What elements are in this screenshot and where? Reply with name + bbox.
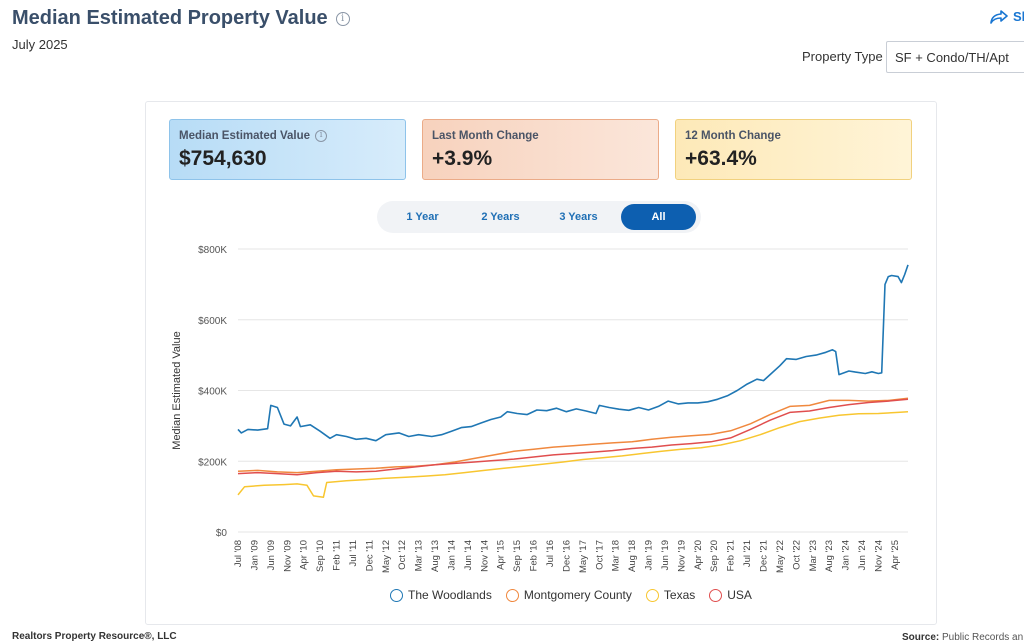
x-tick-label: Feb '21 — [726, 540, 737, 571]
series-line-montgomery-county — [237, 397, 909, 474]
kpi-label: Last Month Change — [432, 130, 539, 142]
y-tick-label: $0 — [216, 528, 228, 539]
x-tick-label: Nov '19 — [676, 540, 687, 572]
x-tick-label: May '22 — [775, 540, 786, 573]
footer-source: Source: Public Records an — [902, 632, 1023, 643]
x-tick-label: Dec '21 — [758, 540, 769, 572]
y-axis-title: Median Estimated Value — [171, 331, 183, 449]
x-tick-label: May '12 — [381, 540, 392, 573]
x-tick-label: Oct '12 — [397, 540, 408, 570]
x-tick-label: Jan '14 — [446, 540, 457, 570]
x-tick-label: Mar '23 — [808, 540, 819, 571]
page-subtitle: July 2025 — [12, 37, 68, 52]
chart-card — [145, 101, 937, 625]
kpi-value: +3.9% — [432, 147, 493, 170]
legend-label: USA — [727, 588, 752, 602]
x-tick-label: Feb '11 — [332, 540, 343, 571]
x-tick-label: Aug '18 — [627, 540, 638, 572]
legend-item-texas[interactable]: Texas — [645, 588, 696, 602]
x-tick-label: Dec '11 — [364, 540, 375, 571]
x-tick-label: Jun '14 — [463, 540, 474, 570]
tab-2-years[interactable]: 2 Years — [481, 211, 520, 223]
x-tick-label: Jul '08 — [233, 540, 244, 567]
kpi-12-month-change: 12 Month Change +63.4% — [675, 119, 912, 180]
y-tick-label: $600K — [198, 316, 227, 327]
x-tick-label: Jan '19 — [644, 540, 655, 570]
series-line-usa — [237, 398, 909, 476]
x-tick-label: Mar '13 — [414, 540, 425, 571]
legend-item-usa[interactable]: USA — [709, 588, 752, 602]
x-tick-label: Jul '16 — [545, 540, 556, 567]
x-tick-label: Mar '18 — [611, 540, 622, 571]
x-tick-label: Jan '24 — [841, 540, 852, 570]
x-tick-label: Nov '14 — [479, 540, 490, 572]
y-tick-label: $200K — [198, 457, 227, 468]
tab-all[interactable]: All — [621, 204, 696, 230]
legend-item-woodlands[interactable]: The Woodlands — [390, 588, 492, 602]
x-tick-label: Apr '10 — [299, 540, 310, 570]
page-title-text: Median Estimated Property Value — [12, 7, 328, 29]
x-tick-label: Nov '09 — [282, 540, 293, 572]
share-label: Sh — [1013, 9, 1024, 24]
x-tick-label: Jun '24 — [857, 540, 868, 570]
legend-item-montgomery[interactable]: Montgomery County — [505, 588, 632, 602]
kpi-value: +63.4% — [685, 147, 757, 170]
legend-marker — [645, 588, 659, 602]
x-tick-label: Apr '20 — [693, 540, 704, 570]
kpi-last-month-change: Last Month Change +3.9% — [422, 119, 659, 180]
kpi-label-wrap: Median Estimated Value i — [179, 130, 396, 142]
x-tick-label: Aug '13 — [430, 540, 441, 572]
kpi-label: 12 Month Change — [685, 130, 781, 142]
kpi-median-estimated-value: Median Estimated Value i $754,630 — [169, 119, 406, 180]
property-type-label: Property Type — [802, 49, 883, 64]
info-icon[interactable]: i — [315, 130, 328, 142]
legend-marker — [390, 588, 403, 602]
y-tick-label: $400K — [198, 387, 227, 398]
x-tick-label: Dec '16 — [561, 540, 572, 572]
legend-label: The Woodlands — [408, 588, 492, 602]
legend-marker — [505, 588, 519, 602]
x-tick-label: Feb '16 — [529, 540, 540, 571]
series-line-the-woodlands — [237, 264, 909, 442]
range-tabs: 1 Year 2 Years 3 Years All — [377, 201, 701, 233]
x-tick-label: Nov '24 — [873, 540, 884, 572]
page-title: Median Estimated Property Value i — [12, 7, 350, 30]
x-tick-label: Oct '17 — [594, 540, 605, 570]
x-tick-label: Jun '09 — [266, 540, 277, 570]
x-tick-label: Jun '19 — [660, 540, 671, 570]
x-tick-label: Sep '15 — [512, 540, 523, 572]
property-type-select[interactable]: SF + Condo/TH/Apt — [886, 41, 1024, 73]
series-line-texas — [237, 410, 909, 499]
legend-marker — [709, 588, 723, 602]
x-tick-label: Sep '20 — [709, 540, 720, 572]
x-tick-label: May '17 — [578, 540, 589, 573]
tab-3-years[interactable]: 3 Years — [559, 211, 598, 223]
tab-1-year[interactable]: 1 Year — [406, 211, 439, 223]
x-tick-label: Apr '15 — [496, 540, 507, 570]
x-tick-label: Sep '10 — [315, 540, 326, 572]
x-tick-label: Jul '11 — [348, 540, 359, 566]
legend-label: Montgomery County — [523, 588, 632, 602]
x-tick-label: Apr '25 — [890, 540, 901, 570]
footer-source-label: Source: — [902, 632, 940, 643]
footer-copyright: Realtors Property Resource®, LLC — [12, 631, 177, 642]
chart-legend: The Woodlands Montgomery County Texas US… — [390, 588, 766, 602]
footer-source-text: Public Records an — [939, 632, 1024, 643]
x-tick-label: Jan '09 — [249, 540, 260, 570]
kpi-label: Median Estimated Value — [179, 130, 311, 142]
legend-label: Texas — [663, 588, 696, 602]
share-icon — [990, 9, 1008, 24]
y-tick-label: $800K — [198, 245, 227, 256]
x-tick-label: Oct '22 — [791, 540, 802, 570]
x-tick-label: Jul '21 — [742, 540, 753, 567]
info-icon[interactable]: i — [335, 11, 350, 26]
x-tick-label: Aug '23 — [824, 540, 835, 572]
share-button[interactable]: Sh — [990, 9, 1024, 24]
kpi-value: $754,630 — [179, 147, 267, 170]
